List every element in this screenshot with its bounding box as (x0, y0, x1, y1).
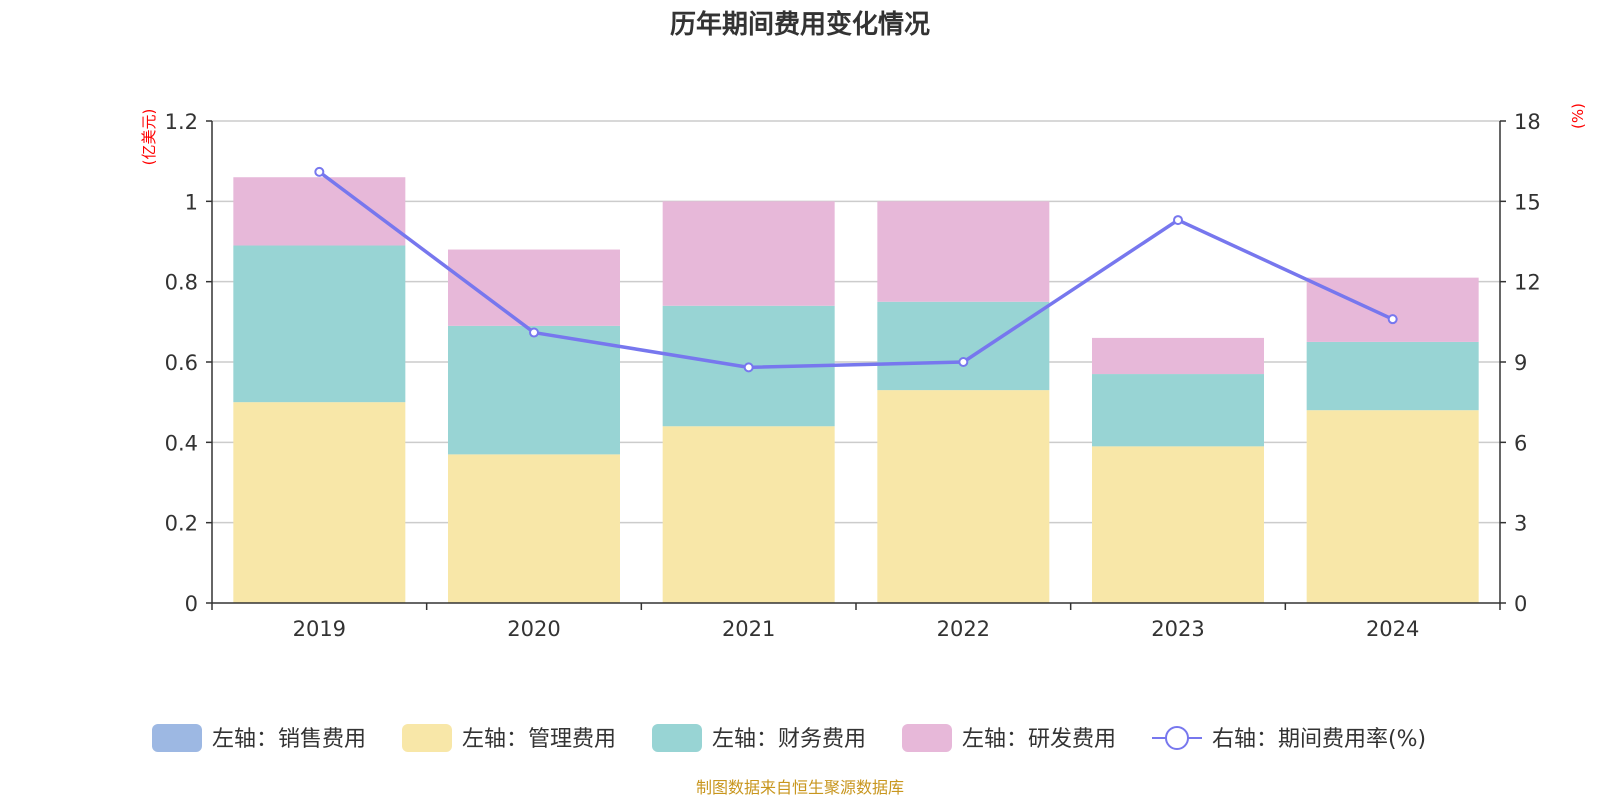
bar-2020-series1 (448, 454, 620, 603)
legend-line-marker (1165, 726, 1189, 750)
x-tick-label: 2019 (293, 617, 346, 641)
rate-point-2021 (743, 362, 754, 373)
bar-2023-series2 (1092, 374, 1264, 447)
legend-swatch (152, 724, 202, 752)
rate-point-2020 (529, 327, 539, 338)
right-tick-label: 15 (1514, 190, 1541, 214)
bar-2023-series1 (1092, 446, 1264, 603)
left-tick-label: 0 (185, 592, 198, 616)
legend-label: 左轴：销售费用 (212, 727, 366, 752)
bar-2022-series1 (877, 390, 1050, 603)
right-tick-label: 6 (1514, 431, 1527, 455)
x-tick-label: 2020 (507, 617, 560, 641)
legend-label: 左轴：管理费用 (462, 727, 616, 752)
source-note: 制图数据来自恒生聚源数据库 (696, 778, 904, 797)
bar-2021-series1 (662, 426, 835, 603)
rate-point-2023 (1173, 215, 1183, 226)
left-tick-label: 1 (185, 190, 198, 214)
left-tick-label: 0.8 (165, 271, 198, 295)
rate-line (314, 166, 1398, 373)
right-tick-label: 9 (1514, 351, 1527, 375)
x-tick-label: 2021 (722, 617, 775, 641)
bar-2020-series2 (448, 325, 620, 455)
bar-2023-series3 (1092, 337, 1264, 375)
right-axis-unit: (%) (1569, 103, 1587, 129)
gridlines (212, 120, 1500, 524)
bar-2019-series2 (233, 245, 406, 403)
legend-label: 右轴：期间费用率(%) (1212, 727, 1426, 752)
left-tick-label: 0.6 (165, 351, 198, 375)
bar-2022-series2 (877, 301, 1050, 391)
left-axis-unit: (亿美元) (140, 109, 158, 166)
legend-label: 左轴：研发费用 (962, 727, 1116, 752)
legend-swatch (902, 724, 952, 752)
left-tick-label: 1.2 (165, 110, 198, 134)
x-tick-label: 2023 (1151, 617, 1204, 641)
bar-2022-series3 (877, 201, 1050, 302)
legend-swatch (402, 724, 452, 752)
bar-2021-series3 (662, 201, 835, 306)
legend-label: 左轴：财务费用 (712, 727, 866, 752)
legend-swatch (652, 724, 702, 752)
bar-2019-series1 (233, 402, 406, 603)
rate-line-path (318, 170, 1394, 370)
right-tick-label: 0 (1514, 592, 1527, 616)
legend: 左轴：销售费用 左轴：管理费用 左轴：财务费用 左轴：研发费用 右轴：期间费用率(%) (152, 724, 1426, 752)
rate-point-2022 (958, 357, 969, 367)
x-tick-label: 2024 (1366, 617, 1419, 641)
left-tick-label: 0.4 (165, 431, 198, 455)
bars (233, 177, 1479, 603)
rate-point-2019 (314, 166, 325, 177)
rate-point-2024 (1387, 314, 1398, 325)
chart-title: 历年期间费用变化情况 (670, 9, 930, 40)
bar-2024-series2 (1306, 341, 1479, 411)
right-tick-label: 12 (1514, 271, 1541, 295)
right-tick-label: 3 (1514, 512, 1527, 536)
bar-2024-series1 (1306, 410, 1479, 603)
right-tick-label: 18 (1514, 110, 1541, 134)
axes: 0 0 0.2 3 0.4 6 0.6 9 0.8 12 1 15 1.2 18 2019 2020 2021 2… (165, 110, 1541, 641)
left-tick-label: 0.2 (165, 512, 198, 536)
x-tick-label: 2022 (937, 617, 990, 641)
bar-2024-series3 (1306, 277, 1479, 342)
bar-2019-series3 (233, 177, 406, 246)
